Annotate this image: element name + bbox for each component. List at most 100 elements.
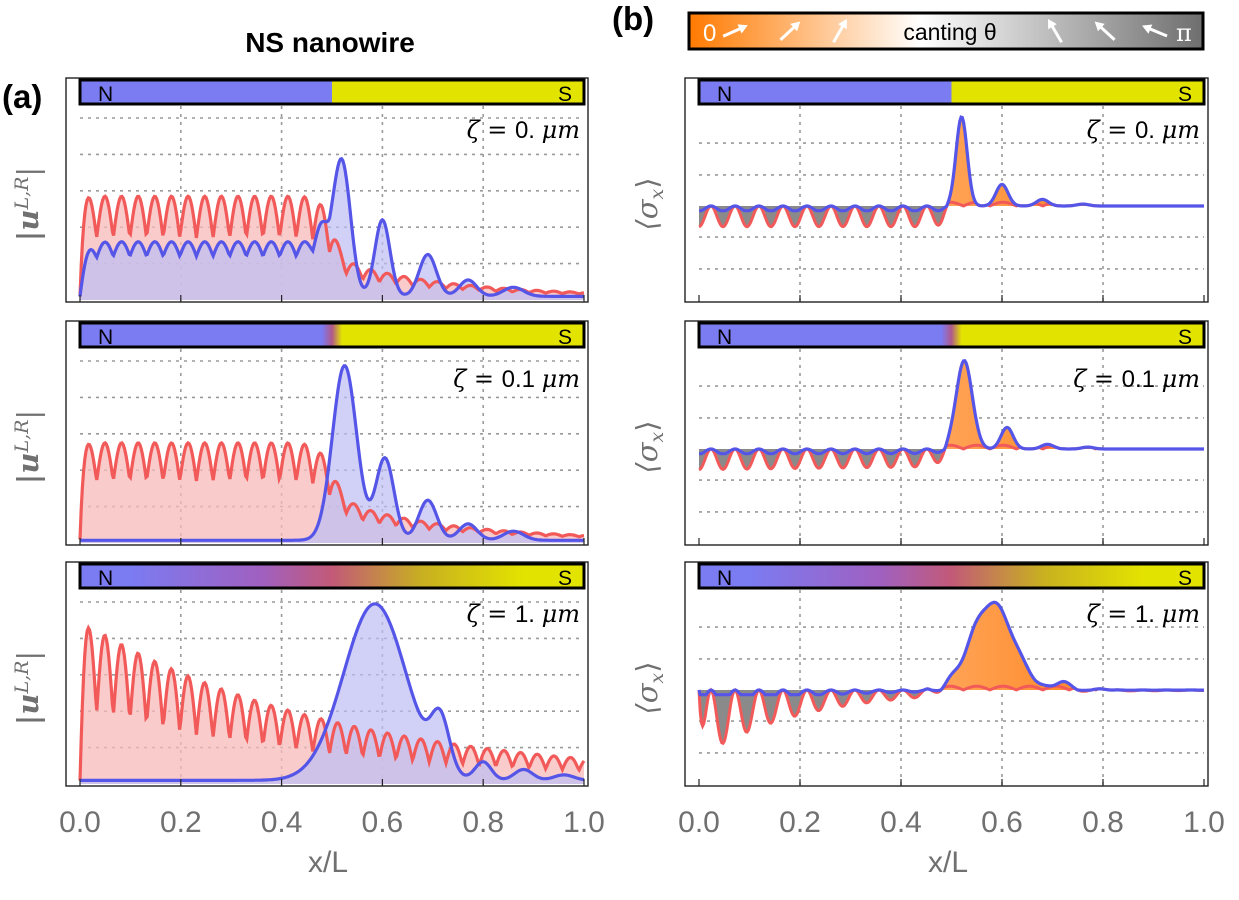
ylabel-close: ⟩ xyxy=(630,420,664,431)
xlabel-panel-a: x/L xyxy=(308,846,348,879)
zeta-annotation: ζ = 0. μm xyxy=(1087,116,1200,144)
x-tick-label: 0.0 xyxy=(678,806,720,839)
canting-arrow-icon xyxy=(779,21,801,41)
panel-a-2: N Sζ = 0.1 μm |uL,R| xyxy=(11,320,589,546)
negative-fill xyxy=(699,206,1204,227)
ylabel-close: | xyxy=(11,410,45,420)
zeta-annotation: ζ = 0. μm xyxy=(467,116,580,144)
arrow-head xyxy=(737,24,748,34)
zeta-annotation: ζ = 0.1 μm xyxy=(1073,365,1200,393)
ylabel-main: |u xyxy=(11,694,45,726)
x-tick-label: 0.4 xyxy=(261,806,303,839)
canting-arrow-icon xyxy=(832,18,847,44)
ylabel-sup: L,R xyxy=(11,420,33,454)
panel-b-3: N Sζ = 1. μm ⟨σx⟩ xyxy=(630,561,1209,787)
ns-region-bar xyxy=(78,78,586,106)
panels: N Sζ = 0. μm|uL,R|N Sζ = 0.1 μm|uL,R|N Sζ =… xyxy=(11,77,1225,839)
zeta-unit: μm xyxy=(1162,600,1200,628)
region-label-s: S xyxy=(558,567,572,590)
ns-region-bar xyxy=(78,562,586,590)
arrow-head xyxy=(1094,21,1105,32)
ns-region-bar xyxy=(697,562,1206,590)
region-label-s: S xyxy=(558,326,572,349)
region-label-n: N xyxy=(717,83,732,106)
ylabel-sub: x xyxy=(646,188,668,199)
red-series-line xyxy=(78,194,585,297)
zeta-annotation: ζ = 1. μm xyxy=(467,600,580,628)
blue-envelope-line xyxy=(699,115,1204,213)
x-tick-label: 0.2 xyxy=(779,806,821,839)
zeta-prefix: ζ = xyxy=(467,600,515,628)
blue-envelope-line xyxy=(699,358,1204,456)
ylabel-close: ⟩ xyxy=(630,177,664,188)
y-axis-label: |uL,R| xyxy=(11,167,45,241)
zeta-value: 1. xyxy=(515,601,542,628)
blue-series-line xyxy=(80,602,585,782)
region-label-s: S xyxy=(558,83,572,106)
zeta-unit: μm xyxy=(542,600,580,628)
region-label-n: N xyxy=(717,326,732,349)
ylabel-main: |u xyxy=(11,453,45,485)
arrow-shaft xyxy=(1098,24,1116,41)
zeta-value: 0. xyxy=(1135,117,1162,144)
panel-a-3: N Sζ = 1. μm |uL,R| xyxy=(11,561,589,787)
plot-frame xyxy=(65,77,589,303)
ns-region-bar xyxy=(697,78,1206,106)
ylabel-close: | xyxy=(11,651,45,661)
zeta-prefix: ζ = xyxy=(467,116,515,144)
colorbar-start-label: 0 xyxy=(703,20,716,47)
ns-region-bar xyxy=(697,321,1206,349)
zeta-unit: μm xyxy=(1162,365,1200,393)
colorbar-gradient xyxy=(687,11,1205,51)
plot-frame xyxy=(65,561,589,787)
blue-series-line xyxy=(78,156,584,298)
panel-a-label: (a) xyxy=(2,78,42,115)
ylabel-main: ⟨σ xyxy=(630,682,664,714)
zeta-unit: μm xyxy=(1162,116,1200,144)
region-label-n: N xyxy=(717,567,732,590)
ns-region-bar xyxy=(78,321,586,349)
ylabel-close: | xyxy=(11,167,45,177)
red-series-line xyxy=(78,440,585,540)
zeta-value: 0.1 xyxy=(502,366,542,393)
colorbar-title: canting θ xyxy=(903,19,996,45)
x-tick-label: 0.6 xyxy=(981,806,1023,839)
zeta-unit: μm xyxy=(542,116,580,144)
ylabel-main: ⟨σ xyxy=(630,441,664,473)
ylabel-main: ⟨σ xyxy=(630,198,664,230)
arrow-head xyxy=(838,18,847,30)
arrow-shaft xyxy=(779,24,797,41)
colorbar-end-label: π xyxy=(1176,19,1192,47)
zeta-annotation: ζ = 1. μm xyxy=(1087,600,1200,628)
canting-arrow-icon xyxy=(1047,18,1063,43)
arrow-head xyxy=(1047,18,1057,30)
red-series-fill xyxy=(80,627,584,784)
region-label-n: N xyxy=(98,567,113,590)
ylabel-close: ⟩ xyxy=(630,661,664,672)
ylabel-main: |u xyxy=(11,210,45,242)
zeta-prefix: ζ = xyxy=(453,365,501,393)
canting-arrow-icons xyxy=(722,18,1168,44)
region-label-s: S xyxy=(1178,567,1192,590)
arrow-shaft xyxy=(1147,26,1168,38)
arrow-head xyxy=(1142,24,1153,34)
arrow-shaft xyxy=(1049,23,1063,43)
plot-frame xyxy=(684,320,1209,546)
region-label-s: S xyxy=(1178,83,1192,106)
panel-a-1: N Sζ = 0. μm |uL,R| xyxy=(11,77,589,303)
zeta-value: 0. xyxy=(515,117,542,144)
zeta-prefix: ζ = xyxy=(1087,116,1135,144)
zeta-prefix: ζ = xyxy=(1073,365,1121,393)
ylabel-sup: L,R xyxy=(11,177,33,211)
canting-arrow-icon xyxy=(1142,24,1168,38)
zeta-prefix: ζ = xyxy=(1087,600,1135,628)
figure-title: NS nanowire xyxy=(245,27,415,58)
zeta-value: 0.1 xyxy=(1122,366,1162,393)
arrow-shaft xyxy=(832,23,846,44)
canting-colorbar: 0 canting θ π xyxy=(687,11,1205,51)
x-tick-label: 1.0 xyxy=(563,806,605,839)
ylabel-sup: L,R xyxy=(11,661,33,695)
y-axis-label: ⟨σx⟩ xyxy=(630,661,668,714)
blue-envelope-line xyxy=(697,600,1204,697)
